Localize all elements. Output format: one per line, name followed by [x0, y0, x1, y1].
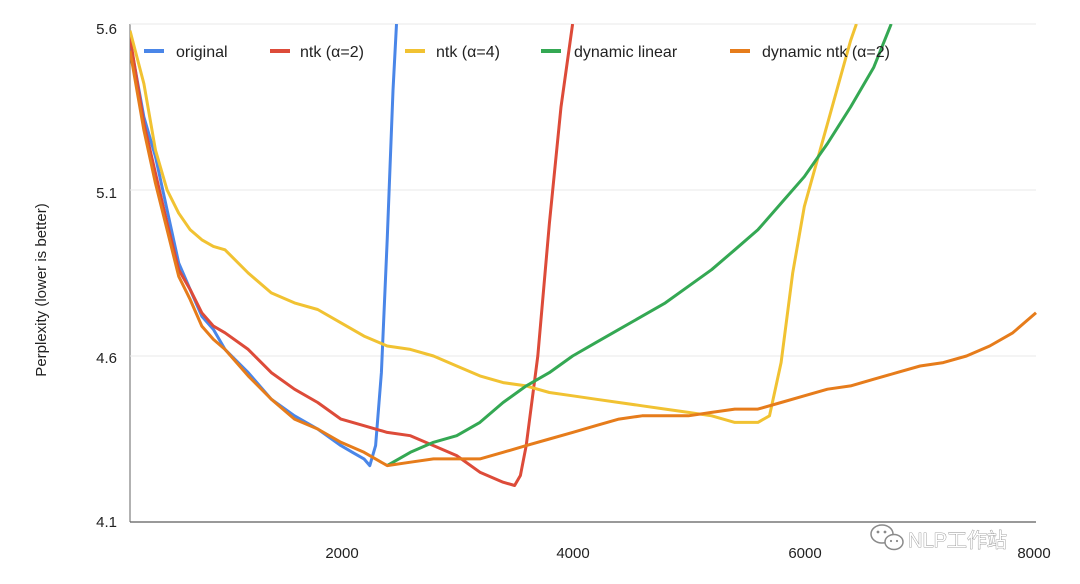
- x-tick-label: 4000: [556, 545, 589, 562]
- y-tick-label: 4.1: [96, 514, 117, 531]
- y-tick-label: 5.1: [96, 185, 117, 202]
- watermark-text: NLP工作站: [908, 529, 1007, 552]
- x-tick-label: 8000: [1017, 545, 1050, 562]
- y-tick-label: 4.6: [96, 350, 117, 367]
- legend-label: ntk (α=2): [300, 44, 364, 61]
- legend-item-dynamic-linear: dynamic linear: [541, 44, 678, 61]
- legend-item-ntk-alpha-2: ntk (α=2): [270, 44, 364, 61]
- y-tick-label: 5.6: [96, 21, 117, 38]
- legend-item-original: original: [144, 44, 228, 61]
- series-line-ntk-alpha-4: [130, 24, 858, 424]
- legend-item-ntk-alpha-4: ntk (α=4): [405, 44, 500, 61]
- series-line-dynamic-ntk-alpha-2: [130, 50, 1037, 468]
- legend-item-dynamic-ntk-alpha-2: dynamic ntk (α=2): [730, 44, 890, 61]
- legend-label: original: [176, 44, 228, 61]
- x-tick-label: 2000: [325, 545, 358, 562]
- watermark: NLP工作站: [870, 524, 1007, 552]
- y-ticks: 4.1 4.6 5.1 5.6: [96, 21, 117, 531]
- y-axis-label: Perplexity (lower is better): [33, 203, 50, 376]
- legend-label: dynamic linear: [574, 44, 678, 61]
- legend: original ntk (α=2) ntk (α=4) dynamic lin…: [144, 44, 890, 61]
- series-lines: [130, 24, 1037, 487]
- legend-label: dynamic ntk (α=2): [762, 44, 890, 61]
- wechat-icon: [870, 524, 904, 551]
- series-line-ntk-alpha-2: [130, 24, 575, 487]
- grid: [130, 23, 1036, 357]
- x-tick-label: 6000: [788, 545, 821, 562]
- x-ticks: 2000 4000 6000 8000: [325, 545, 1050, 562]
- legend-label: ntk (α=4): [436, 44, 500, 61]
- series-line-dynamic-linear: [386, 24, 893, 467]
